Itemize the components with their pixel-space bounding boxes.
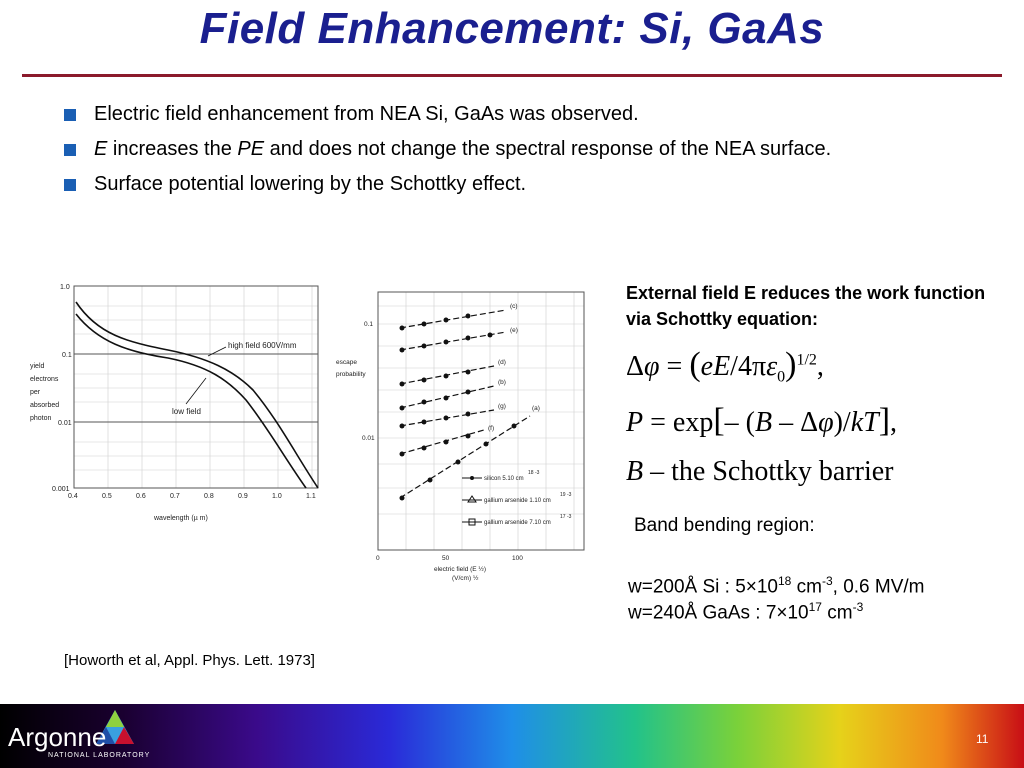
argonne-logo-text: Argonne [8,722,107,752]
low-field-curve [75,313,307,489]
bullet-square-icon [64,179,76,191]
x-tick-label: 50 [442,555,450,562]
bullet-italic-pe: PE [237,138,265,160]
argonne-logo-subtitle: NATIONAL LABORATORY [48,752,151,759]
low-field-label: low field [172,407,201,416]
curve-label: (f) [488,425,494,432]
argonne-logo-icon [96,710,134,744]
footer-bar [0,704,1024,768]
y-axis-label-line: absorbed [30,402,59,409]
y-axis-label-line: photon [30,415,52,422]
x-tick-label: 0.4 [68,493,78,500]
page-number: 11 [976,732,989,746]
reference-citation: [Howorth et al, Appl. Phys. Lett. 1973] [64,652,315,669]
curve-label: (d) [498,359,506,366]
y-axis-label-line: probability [336,371,366,378]
band-width-gaas: w=240Å GaAs : 7×1017 cm-3 [628,600,864,624]
bullet-text: Surface potential lowering by the Schott… [94,173,527,195]
bullet-square-icon [64,109,76,121]
bullet-italic-e: E [94,138,108,160]
x-tick-label: 0.8 [204,493,214,500]
high-field-label: high field 600V/mm [228,341,297,350]
yield-vs-wavelength-plot: high field 600V/mm low field yield elect… [30,284,319,522]
y-axis-label-line: yield [30,363,45,370]
legend-entry: gallium arsenide 1.10 cm [484,498,551,504]
band-width-si: w=200Å Si : 5×1018 cm-3, 0.6 MV/m [628,574,925,598]
y-tick-label: 0.01 [58,420,72,427]
x-axis-label: wavelength (µ m) [153,515,208,522]
y-tick-label: 0.001 [52,486,70,493]
curve-label: (e) [510,327,518,334]
y-tick-label: 0.1 [364,321,373,328]
band-bending-title: Band bending region: [634,515,815,536]
bullet-item-2: E increases the PE and does not change t… [62,135,962,164]
equation-b: B – the Schottky barrier [626,456,894,487]
legend-entry: gallium arsenide 7.10 cm [484,520,551,526]
x-tick-label: 0.5 [102,493,112,500]
x-tick-label: 0.6 [136,493,146,500]
x-tick-label: 1.0 [272,493,282,500]
legend-exp: 18 -3 [528,470,540,476]
x-tick-label: 0.7 [170,493,180,500]
legend-exp: 19 -3 [560,492,572,498]
x-tick-label: 1.1 [306,493,316,500]
x-axis-label: electric field (E ½) [434,565,486,573]
y-axis-label-line: electrons [30,376,59,383]
x-axis-label: (V/cm) ½ [452,574,479,582]
y-tick-label: 0.01 [362,435,375,442]
legend-exp: 17 -3 [560,514,572,520]
x-tick-label: 0 [376,555,380,562]
escape-probability-plot: (c) (e) (d) (b) (g) (f) (a) escape proba… [336,291,585,582]
bullet-text: increases the [107,138,238,160]
x-tick-label: 0.9 [238,493,248,500]
title-divider [22,74,1002,77]
high-field-curve [75,301,319,489]
equation-p: P = exp[– (B – Δφ)/kT], [626,402,898,439]
y-tick-label: 0.1 [62,352,72,359]
legend-entry: silicon 5.10 cm [484,476,524,482]
bullet-item-1: Electric field enhancement from NEA Si, … [62,100,962,129]
bullet-list: Electric field enhancement from NEA Si, … [62,100,962,205]
bullet-item-3: Surface potential lowering by the Schott… [62,170,962,199]
slide-title: Field Enhancement: Si, GaAs [199,4,825,53]
bullet-square-icon [64,144,76,156]
equation-b-text: – the Schottky barrier [650,456,894,487]
x-tick-label: 100 [512,555,523,562]
curve-lines [399,309,531,499]
y-tick-label: 1.0 [60,284,70,291]
data-points [399,313,517,501]
legend: silicon 5.10 cm 18 -3 gallium arsenide 1… [462,470,572,526]
curve-label: (b) [498,379,506,386]
curve-label: (a) [532,405,540,412]
y-axis-label-line: per [30,389,41,396]
bullet-text: Electric field enhancement from NEA Si, … [94,103,639,125]
curve-label: (g) [498,403,506,410]
annotation-heading: External field E reduces the work functi… [626,283,986,329]
curve-label: (c) [510,303,518,310]
bullet-text: and does not change the spectral respons… [264,138,832,160]
y-axis-label-line: escape [336,359,357,366]
equation-delta-phi: Δφ = (eE/4πε0)1/2, [626,346,824,386]
